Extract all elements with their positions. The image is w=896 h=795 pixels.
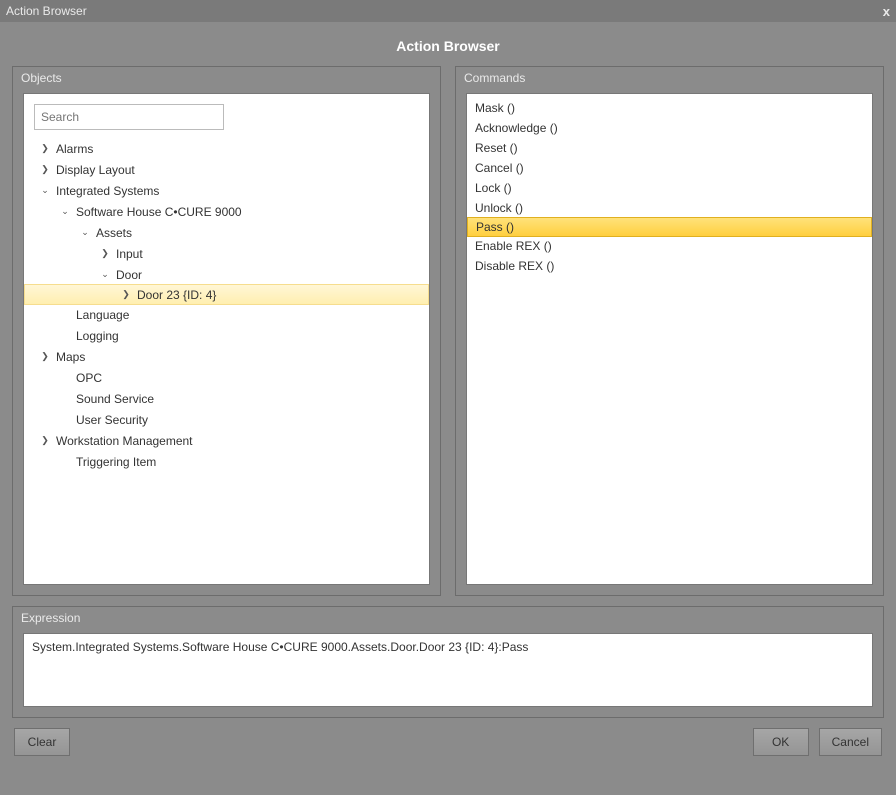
tree-item[interactable]: ❯ Alarms bbox=[24, 138, 429, 159]
objects-panel: Objects ❯ Alarms ❯ Display Layout ⌄ Integrate… bbox=[12, 66, 441, 596]
tree-item[interactable]: ❯ Door 23 {ID: 4} bbox=[24, 284, 429, 305]
tree-item[interactable]: ⌄ Door bbox=[24, 264, 429, 285]
chevron-right-icon[interactable]: ❯ bbox=[38, 435, 52, 446]
command-item[interactable]: Disable REX () bbox=[467, 256, 872, 276]
command-item[interactable]: Unlock () bbox=[467, 198, 872, 218]
chevron-down-icon[interactable]: ⌄ bbox=[78, 227, 92, 238]
expression-value: System.Integrated Systems.Software House… bbox=[32, 640, 528, 654]
tree-item[interactable]: ❯ User Security bbox=[24, 409, 429, 430]
tree-item-label: Assets bbox=[96, 226, 132, 240]
command-item[interactable]: Acknowledge () bbox=[467, 118, 872, 138]
panels-row: Objects ❯ Alarms ❯ Display Layout ⌄ Integrate… bbox=[12, 66, 884, 596]
tree-item-label: Logging bbox=[76, 329, 119, 343]
chevron-down-icon[interactable]: ⌄ bbox=[38, 185, 52, 196]
chevron-right-icon: ❯ bbox=[58, 330, 72, 341]
tree-item-label: Door bbox=[116, 268, 142, 282]
chevron-right-icon: ❯ bbox=[58, 372, 72, 383]
search-input[interactable] bbox=[34, 104, 224, 130]
tree-item-label: Door 23 {ID: 4} bbox=[137, 288, 216, 302]
command-item[interactable]: Cancel () bbox=[467, 158, 872, 178]
command-item[interactable]: Mask () bbox=[467, 98, 872, 118]
titlebar[interactable]: Action Browser x bbox=[0, 0, 896, 22]
tree-item-label: Maps bbox=[56, 350, 85, 364]
cancel-button[interactable]: Cancel bbox=[819, 728, 882, 756]
commands-list: Mask ()Acknowledge ()Reset ()Cancel ()Lo… bbox=[467, 94, 872, 280]
chevron-down-icon[interactable]: ⌄ bbox=[98, 269, 112, 280]
command-item[interactable]: Lock () bbox=[467, 178, 872, 198]
chevron-right-icon[interactable]: ❯ bbox=[119, 289, 133, 300]
window-title: Action Browser bbox=[6, 4, 883, 18]
expression-panel: Expression System.Integrated Systems.Sof… bbox=[12, 606, 884, 718]
tree-item[interactable]: ❯ Triggering Item bbox=[24, 451, 429, 472]
chevron-right-icon: ❯ bbox=[58, 393, 72, 404]
clear-button[interactable]: Clear bbox=[14, 728, 70, 756]
content-area: Action Browser Objects ❯ Alarms ❯ Display L… bbox=[0, 22, 896, 795]
commands-panel-title: Commands bbox=[456, 67, 883, 89]
tree-item-label: Input bbox=[116, 247, 143, 261]
chevron-right-icon: ❯ bbox=[58, 456, 72, 467]
page-title: Action Browser bbox=[12, 38, 884, 54]
chevron-right-icon: ❯ bbox=[58, 309, 72, 320]
action-browser-window: Action Browser x Action Browser Objects … bbox=[0, 0, 896, 795]
tree-item[interactable]: ❯ Maps bbox=[24, 346, 429, 367]
tree-item-label: Alarms bbox=[56, 142, 93, 156]
chevron-right-icon[interactable]: ❯ bbox=[38, 164, 52, 175]
tree-item[interactable]: ❯ Sound Service bbox=[24, 388, 429, 409]
command-item[interactable]: Enable REX () bbox=[467, 236, 872, 256]
button-row: Clear OK Cancel bbox=[12, 728, 884, 756]
chevron-right-icon[interactable]: ❯ bbox=[98, 248, 112, 259]
tree-item[interactable]: ❯ Logging bbox=[24, 325, 429, 346]
objects-panel-body: ❯ Alarms ❯ Display Layout ⌄ Integrated System… bbox=[23, 93, 430, 585]
tree-item[interactable]: ⌄ Integrated Systems bbox=[24, 180, 429, 201]
objects-panel-title: Objects bbox=[13, 67, 440, 89]
expression-panel-title: Expression bbox=[13, 607, 883, 629]
chevron-down-icon[interactable]: ⌄ bbox=[58, 206, 72, 217]
close-icon[interactable]: x bbox=[883, 4, 890, 19]
tree-item-label: Sound Service bbox=[76, 392, 154, 406]
search-wrap bbox=[24, 94, 429, 136]
ok-button[interactable]: OK bbox=[753, 728, 809, 756]
commands-panel-body: Mask ()Acknowledge ()Reset ()Cancel ()Lo… bbox=[466, 93, 873, 585]
commands-panel: Commands Mask ()Acknowledge ()Reset ()Ca… bbox=[455, 66, 884, 596]
chevron-right-icon[interactable]: ❯ bbox=[38, 143, 52, 154]
tree-item-label: Triggering Item bbox=[76, 455, 156, 469]
tree-item[interactable]: ❯ Workstation Management bbox=[24, 430, 429, 451]
tree-item-label: OPC bbox=[76, 371, 102, 385]
tree-item[interactable]: ❯ Display Layout bbox=[24, 159, 429, 180]
chevron-right-icon: ❯ bbox=[58, 414, 72, 425]
tree-item-label: Integrated Systems bbox=[56, 184, 159, 198]
tree-item[interactable]: ❯ Input bbox=[24, 243, 429, 264]
tree-item[interactable]: ⌄ Assets bbox=[24, 222, 429, 243]
tree-item-label: Software House C•CURE 9000 bbox=[76, 205, 242, 219]
tree-item[interactable]: ⌄ Software House C•CURE 9000 bbox=[24, 201, 429, 222]
tree-item[interactable]: ❯ Language bbox=[24, 304, 429, 325]
command-item[interactable]: Reset () bbox=[467, 138, 872, 158]
expression-textarea[interactable]: System.Integrated Systems.Software House… bbox=[23, 633, 873, 707]
tree-item-label: Display Layout bbox=[56, 163, 135, 177]
tree-item-label: Workstation Management bbox=[56, 434, 193, 448]
chevron-right-icon[interactable]: ❯ bbox=[38, 351, 52, 362]
tree-item-label: Language bbox=[76, 308, 129, 322]
tree-item[interactable]: ❯ OPC bbox=[24, 367, 429, 388]
objects-tree: ❯ Alarms ❯ Display Layout ⌄ Integrated System… bbox=[24, 136, 429, 482]
tree-item-label: User Security bbox=[76, 413, 148, 427]
command-item[interactable]: Pass () bbox=[467, 217, 872, 237]
